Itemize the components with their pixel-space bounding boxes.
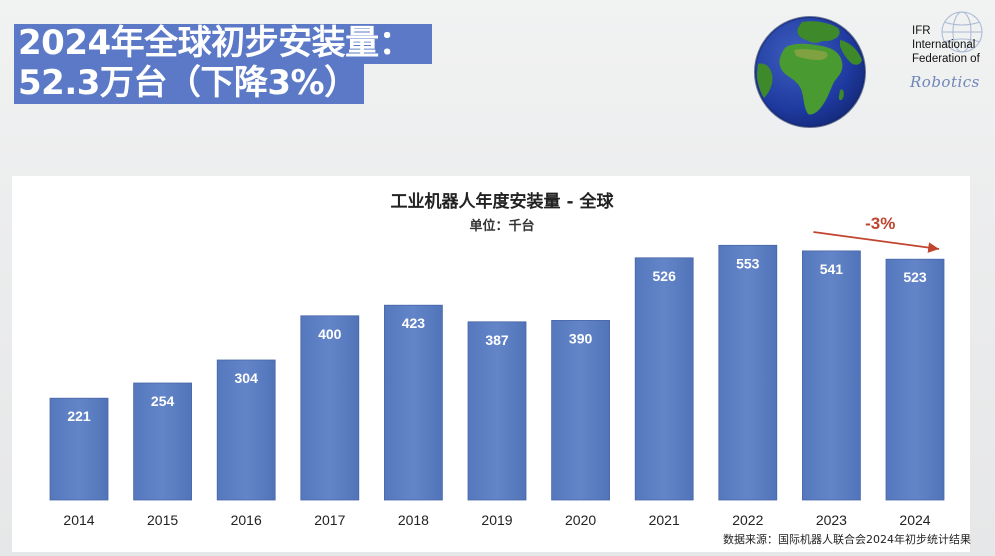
x-axis-labels: 2014 2015 2016 2017 2018 2019 2020 2021 2022 2023… (63, 512, 930, 528)
bar-2021 (634, 257, 694, 501)
value-label-2024: 523 (903, 269, 927, 285)
bar-2014 (49, 397, 109, 501)
headline-line-2: 52.3万台（下降3%） (14, 64, 364, 104)
headline-line-1: 2024年全球初步安装量： (14, 24, 433, 64)
x-tick-label-2017: 2017 (314, 512, 345, 528)
x-tick-label-2014: 2014 (63, 512, 94, 528)
bar-2019 (467, 321, 527, 501)
ifr-logo-line-1: IFR (912, 25, 931, 37)
bar-2024 (885, 258, 945, 501)
change-annotation-label: -3% (865, 214, 895, 233)
value-label-2018: 423 (402, 315, 426, 331)
headline: 2024年全球初步安装量： 52.3万台（下降3%） (14, 24, 433, 104)
x-tick-label-2019: 2019 (481, 512, 512, 528)
value-label-2019: 387 (485, 332, 509, 348)
ifr-logo-script: Robotics (910, 73, 980, 91)
ifr-globe-outline-icon (941, 11, 983, 53)
chart-subtitle: 单位：千台 (469, 218, 534, 234)
bar-2023 (802, 250, 861, 501)
ifr-logo-line-2: International (912, 39, 976, 51)
value-label-2017: 400 (318, 326, 342, 342)
source-note: 数据来源：国际机器人联合会2024年初步统计结果 (723, 533, 971, 546)
x-tick-label-2024: 2024 (899, 512, 930, 528)
bar-2018 (383, 304, 443, 501)
bar-2015 (133, 382, 192, 501)
x-tick-label-2020: 2020 (565, 512, 596, 528)
bars-group (49, 244, 945, 501)
x-tick-label-2018: 2018 (398, 512, 429, 528)
bar-2020 (551, 319, 610, 501)
x-tick-label-2016: 2016 (231, 512, 262, 528)
bar-2022 (718, 244, 778, 501)
x-tick-label-2015: 2015 (147, 512, 178, 528)
value-label-2022: 553 (736, 255, 760, 271)
x-tick-label-2022: 2022 (732, 512, 763, 528)
x-tick-label-2021: 2021 (649, 512, 680, 528)
globe-icon (754, 16, 866, 128)
value-label-2014: 221 (67, 408, 91, 424)
bar-2017 (300, 315, 360, 501)
chart-title: 工业机器人年度安装量 - 全球 (391, 191, 615, 212)
x-tick-label-2023: 2023 (816, 512, 847, 528)
value-label-2016: 304 (235, 370, 259, 386)
ifr-logo-text: IFR International Federation of (912, 24, 980, 66)
value-label-2020: 390 (569, 330, 593, 346)
value-label-2023: 541 (820, 261, 844, 277)
bar-chart: 工业机器人年度安装量 - 全球 单位：千台 221 254 304 400 423 387… (49, 191, 945, 528)
chart-panel: 工业机器人年度安装量 - 全球 单位：千台 221 254 304 400 423 387… (12, 176, 970, 552)
ifr-logo-line-3: Federation of (912, 53, 980, 65)
value-labels-group: 221 254 304 400 423 387 390 526 553 541 523 (67, 255, 927, 424)
value-label-2015: 254 (151, 393, 175, 409)
change-annotation: -3% (813, 214, 940, 253)
bar-2016 (216, 359, 276, 501)
value-label-2021: 526 (653, 268, 677, 284)
change-arrow (813, 231, 940, 253)
ifr-logo: IFR International Federation of Robotics (896, 10, 995, 110)
